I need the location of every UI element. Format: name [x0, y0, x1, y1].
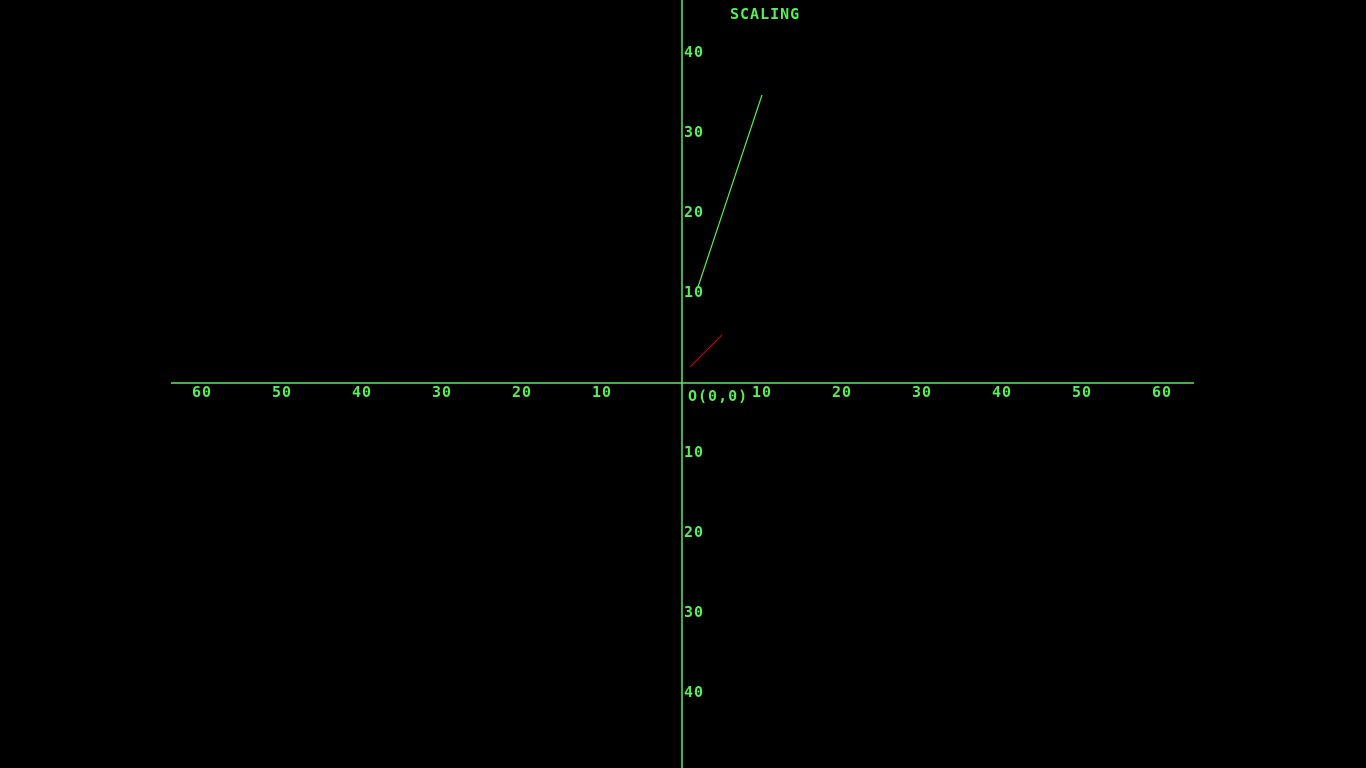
x-tick-label: 10: [752, 383, 772, 401]
x-tick-label: 10: [592, 383, 612, 401]
series-line-2: [697, 94, 763, 288]
x-tick-label: 40: [992, 383, 1012, 401]
x-tick-label: 50: [1072, 383, 1092, 401]
y-tick-label: 40: [684, 683, 704, 701]
x-tick-label: 60: [192, 383, 212, 401]
y-tick-label: 40: [684, 43, 704, 61]
y-tick-label: 20: [684, 523, 704, 541]
chart-title: SCALING: [730, 5, 800, 23]
y-tick-label: 30: [684, 603, 704, 621]
y-tick-label: 10: [684, 283, 704, 301]
x-tick-label: 30: [432, 383, 452, 401]
x-tick-label: 60: [1152, 383, 1172, 401]
y-tick-label: 10: [684, 443, 704, 461]
origin-label: O(0,0): [688, 387, 748, 405]
x-tick-label: 30: [912, 383, 932, 401]
x-tick-label: 40: [352, 383, 372, 401]
series-layer: [689, 94, 763, 368]
series-line-1: [689, 334, 723, 368]
x-tick-label: 50: [272, 383, 292, 401]
y-tick-label: 20: [684, 203, 704, 221]
tick-layer: 60 50 40 30 20 10 10 20 30 40 50 60 40 30 20 10 10 20 30 40: [192, 43, 1172, 701]
x-tick-label: 20: [832, 383, 852, 401]
y-tick-label: 30: [684, 123, 704, 141]
x-tick-label: 20: [512, 383, 532, 401]
